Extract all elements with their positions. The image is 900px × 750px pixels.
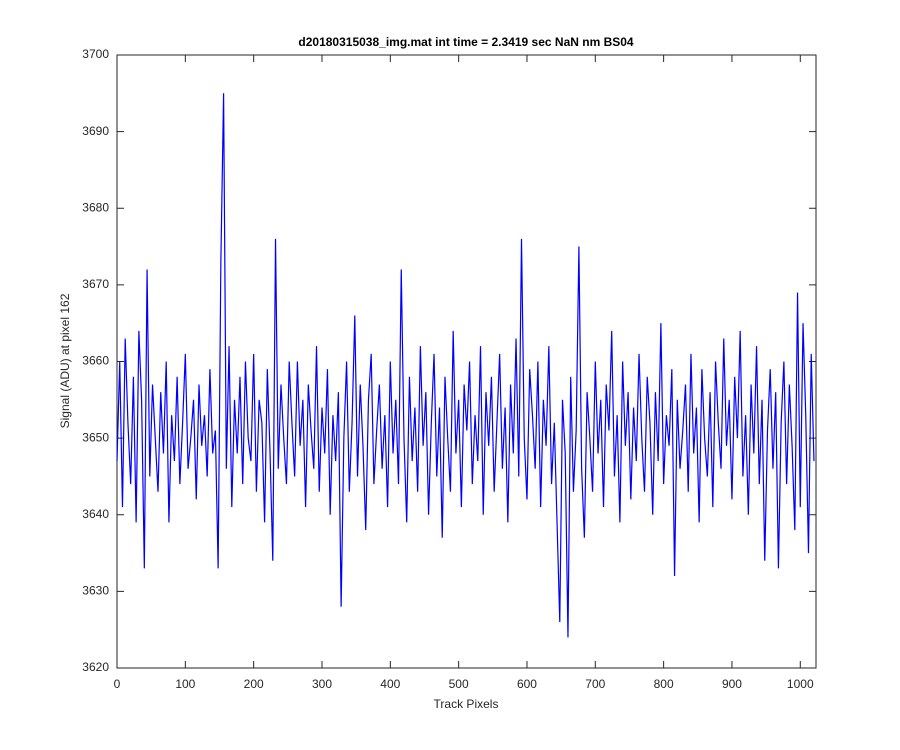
y-tick-label: 3670 (82, 277, 109, 291)
y-axis-label: Signal (ADU) at pixel 162 (58, 293, 72, 428)
x-tick-label: 200 (244, 677, 264, 691)
x-tick-label: 800 (654, 677, 674, 691)
y-tick-label: 3680 (82, 200, 109, 214)
y-tick-label: 3660 (82, 354, 109, 368)
y-tick-label: 3690 (82, 124, 109, 138)
plot-area (116, 54, 817, 669)
y-tick-label: 3640 (82, 507, 109, 521)
y-tick-label: 3630 (82, 584, 109, 598)
y-tick-label: 3700 (82, 47, 109, 61)
data-line (116, 93, 815, 638)
chart-title: d20180315038_img.mat int time = 2.3419 s… (298, 35, 634, 49)
x-axis-label: Track Pixels (434, 697, 499, 711)
x-tick-label: 900 (722, 677, 742, 691)
x-tick-label: 400 (380, 677, 400, 691)
x-tick-label: 600 (517, 677, 537, 691)
x-tick-label: 100 (175, 677, 195, 691)
y-tick-label: 3620 (82, 660, 109, 674)
x-tick-label: 0 (114, 677, 121, 691)
y-tick-label: 3650 (82, 430, 109, 444)
x-tick-label: 300 (312, 677, 332, 691)
x-tick-label: 500 (449, 677, 469, 691)
x-tick-label: 1000 (787, 677, 814, 691)
x-tick-label: 700 (585, 677, 605, 691)
